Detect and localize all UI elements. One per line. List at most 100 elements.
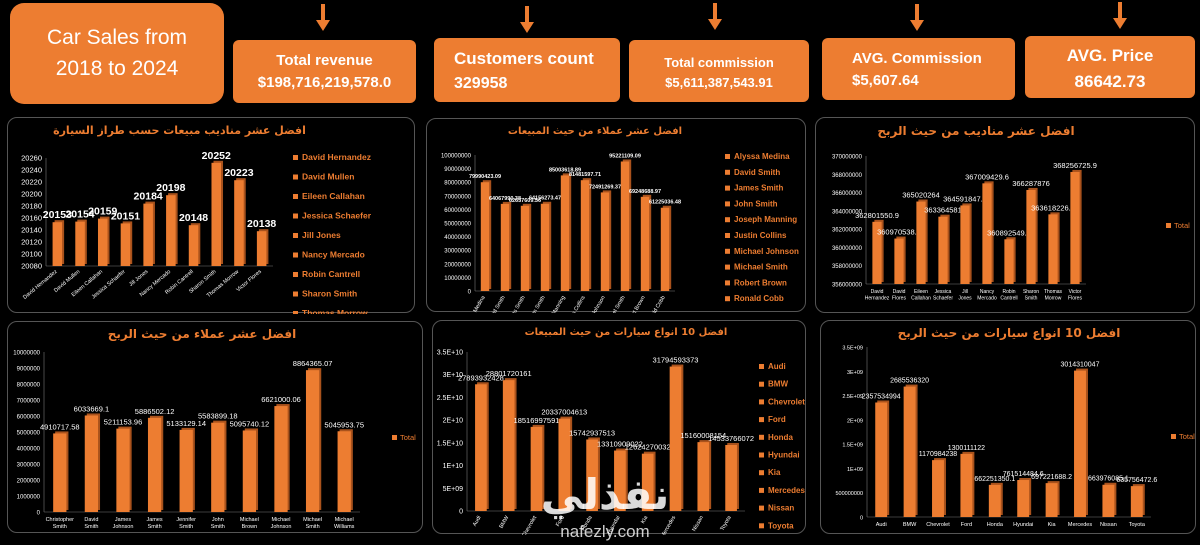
- y-tick-label: 2E+10: [443, 418, 464, 425]
- data-label: 20151: [111, 210, 140, 222]
- y-tick-label: 70000000: [444, 194, 471, 200]
- legend-swatch: [293, 155, 298, 160]
- data-label: 20159: [88, 206, 117, 218]
- y-tick-label: 20140: [21, 226, 42, 235]
- legend-entry: Mercedes: [768, 486, 805, 495]
- down-arrow-icon: [520, 6, 534, 33]
- bar: [234, 180, 244, 266]
- bar: [988, 484, 1001, 517]
- y-tick-label: 1.5E+09: [842, 443, 863, 449]
- data-label: 14533766072: [708, 434, 754, 443]
- x-tick-label: Ford: [555, 515, 566, 528]
- chart-panel-reps-by-profit: افضل عشر مناديب من حيث الربح 356000000 358…: [815, 117, 1195, 313]
- legend-entry: James Smith: [734, 184, 783, 193]
- legend-entry: Nissan: [768, 504, 794, 513]
- bar: [75, 221, 85, 266]
- bar: [1074, 370, 1086, 517]
- legend-swatch: [392, 435, 397, 440]
- data-label: 1170984238: [919, 451, 958, 458]
- kpi-label: AVG. Price: [1066, 46, 1154, 65]
- x-tick-label: Chevrolet: [926, 522, 950, 528]
- legend-swatch: [293, 233, 298, 238]
- chart-panel-customers-by-sales: افضل عشر عملاء من حيث المبيعات 0 10000000 2…: [426, 118, 806, 313]
- legend-swatch: [293, 174, 298, 180]
- legend-swatch: [759, 364, 764, 369]
- data-label: 366287876: [1012, 179, 1050, 188]
- y-tick-label: 6000000: [17, 415, 41, 421]
- kpi-label: Total commission: [664, 55, 774, 70]
- data-label: 6621000.06: [261, 395, 301, 404]
- bar: [614, 450, 626, 511]
- data-label: 12624270032: [625, 443, 671, 452]
- kpi-value: $198,716,219,578.0: [257, 74, 392, 91]
- bar: [97, 218, 108, 266]
- y-tick-label: 30000000: [444, 249, 471, 255]
- bar: [242, 430, 257, 512]
- data-label: 31794593373: [653, 356, 699, 365]
- x-tick-label: Thomas Morrow: [1044, 289, 1063, 302]
- bar: [256, 231, 267, 266]
- x-tick-label: David Smith: [487, 295, 507, 313]
- bar: [640, 196, 650, 291]
- data-label: 13310909022: [597, 440, 643, 449]
- chart-title: افضل عشر مناديب من حيث الربح: [877, 124, 1074, 138]
- legend-entry: David Smith: [734, 168, 780, 177]
- dashboard-title: Car Sales from 2018 to 2024: [10, 3, 224, 104]
- bar: [960, 205, 970, 284]
- legend-entry: Ronald Cobb: [734, 294, 784, 303]
- chart-svg-c1: افضل عشر مناديب مبيعات حسب طراز السيارة 2…: [21, 124, 372, 314]
- legend-swatch: [759, 523, 764, 529]
- data-label: 64067990.38: [489, 196, 521, 202]
- data-label: 62657609.56: [509, 198, 541, 204]
- y-tick-label: 1E+09: [847, 467, 863, 473]
- bar: [600, 192, 610, 291]
- x-tick-label: Michael Brown: [240, 517, 259, 530]
- data-label: 27893932428: [458, 373, 504, 382]
- y-tick-label: 1E+10: [443, 463, 464, 470]
- data-label: 20184: [134, 191, 163, 203]
- x-tick-label: Kia: [1048, 522, 1057, 528]
- kpi-label: Customers count: [454, 49, 594, 68]
- y-tick-label: 7000000: [17, 399, 41, 405]
- x-tick-label: Audi: [472, 515, 483, 528]
- legend-entry: Eileen Callahan: [302, 191, 365, 201]
- y-tick-label: 356000000: [832, 283, 863, 289]
- y-tick-label: 10000000: [13, 351, 40, 357]
- bar: [725, 444, 737, 511]
- bar: [1026, 189, 1036, 284]
- data-label: 4910717.58: [40, 422, 80, 431]
- legend-entry: Total: [1174, 221, 1190, 230]
- y-tick-label: 20200: [21, 190, 42, 199]
- legend-swatch: [725, 185, 730, 191]
- data-label: 367009429.6: [965, 172, 1009, 181]
- chart-title: افضل 10 انواع سيارات من حيث الربح: [898, 326, 1121, 341]
- x-tick-label: Nissan: [691, 515, 705, 533]
- y-tick-label: 4000000: [17, 447, 41, 453]
- y-tick-label: 3000000: [17, 463, 41, 469]
- data-label: 635756472.6: [1116, 477, 1157, 484]
- bar: [558, 418, 571, 511]
- x-tick-label: Michael Smith: [604, 295, 626, 313]
- bar: [84, 415, 99, 512]
- kpi-avg-commission: AVG. Commission $5,607.64: [822, 38, 1015, 100]
- x-tick-label: David Smith: [84, 517, 98, 530]
- x-tick-label: Michael Smith: [303, 517, 322, 530]
- bar: [530, 426, 543, 511]
- kpi-label: Total revenue: [276, 52, 373, 69]
- x-tick-label: Audi: [876, 522, 887, 528]
- x-tick-label: Victor Flores: [1068, 289, 1082, 302]
- y-tick-label: 100000000: [441, 154, 472, 160]
- y-tick-label: 358000000: [832, 264, 863, 270]
- data-label: 663976085.1: [1088, 476, 1129, 483]
- legend-swatch: [759, 505, 764, 511]
- legend-swatch: [725, 154, 730, 159]
- kpi-value: $5,607.64: [852, 72, 919, 89]
- chart-panel-car-types-by-profit: افضل 10 انواع سيارات من حيث الربح 0 500000…: [820, 320, 1196, 534]
- bar: [52, 222, 63, 266]
- legend-swatch: [725, 296, 730, 302]
- x-tick-label: John Smith: [528, 295, 547, 313]
- legend-entry: Jill Jones: [302, 230, 341, 240]
- y-tick-label: 20260: [21, 154, 42, 163]
- bar: [580, 180, 590, 291]
- y-tick-label: 1.5E+10: [437, 440, 463, 447]
